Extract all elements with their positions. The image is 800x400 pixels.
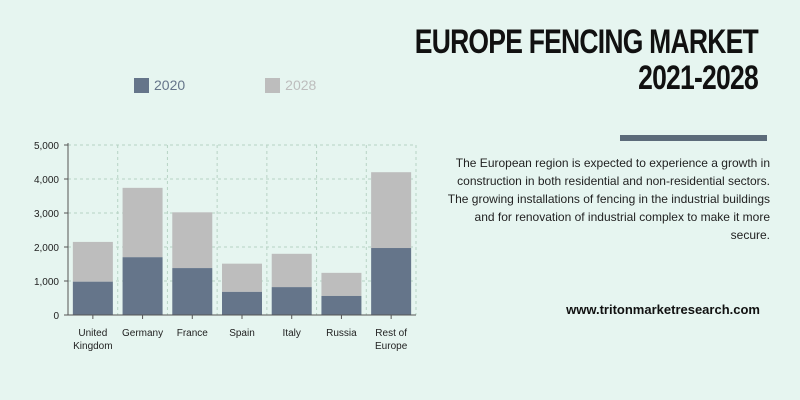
y-tick-label: 4,000 [34,175,59,186]
y-tick-label: 2,000 [34,243,59,254]
bar-2028 [122,187,163,258]
bar-2028 [271,253,312,288]
x-tick-label: Italy [283,328,301,339]
website-link[interactable]: www.tritonmarketresearch.com [566,302,760,317]
bar-2020 [122,257,163,315]
x-tick-label: Germany [122,328,163,339]
bar-chart: 0 1,000 2,000 3,000 4,000 5,000 United Kingdom G… [34,141,417,352]
x-tick-label: Rest of [375,328,407,339]
title-line-1: EUROPE FENCING MARKET [414,23,759,61]
bar-2028 [371,172,412,249]
title-line-2: 2021-2028 [638,59,759,97]
legend-label-2028: 2028 [285,77,317,93]
bar-2020 [321,295,362,315]
bar-2020 [271,287,312,315]
x-tick-label: France [177,328,209,339]
y-tick-label: 5,000 [34,141,59,152]
bar-2020 [222,291,262,315]
x-tick-label: Kingdom [73,341,112,352]
bar-2028 [222,263,262,292]
bar-2028 [72,241,113,282]
bar-2020 [72,281,113,315]
y-tick-label: 3,000 [34,209,59,220]
description-text: The European region is expected to exper… [447,156,770,242]
x-tick-label: United [78,328,107,339]
divider-bar [620,135,767,141]
legend-item-2028: 2028 [265,78,316,93]
legend-label-2020: 2020 [154,77,186,93]
bar-2028 [172,212,213,269]
x-tick-label: Europe [375,341,408,352]
legend-item-2020: 2020 [134,78,185,93]
bar-2020 [371,248,412,315]
bar-2028 [321,272,362,296]
y-tick-label: 0 [53,311,59,322]
bar-2020 [172,268,213,315]
chart-legend: 2020 2028 [134,78,316,93]
legend-swatch-2028 [265,78,281,93]
x-tick-label: Russia [326,328,357,339]
y-tick-label: 1,000 [34,277,59,288]
x-tick-label: Spain [229,328,255,339]
legend-swatch-2020 [134,78,149,93]
page-title: EUROPE FENCING MARKET 2021-2028 [414,23,759,97]
